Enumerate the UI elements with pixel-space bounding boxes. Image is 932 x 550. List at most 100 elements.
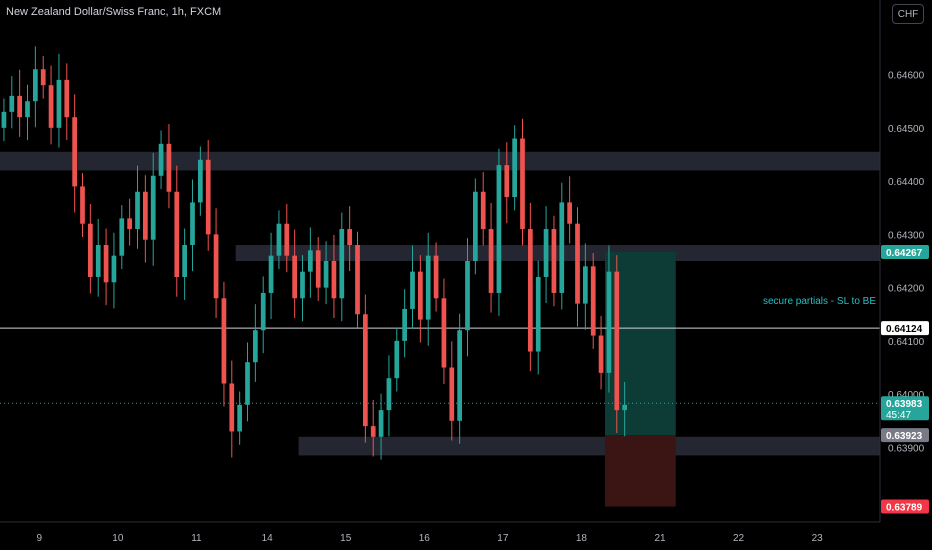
candle-38 [300, 271, 305, 299]
candle-22 [174, 191, 180, 277]
price-label-bg-3 [881, 428, 929, 443]
candle-71 [559, 202, 565, 293]
price-label-0: 0.64267 [886, 248, 923, 259]
candle-41 [323, 261, 329, 288]
candle-39 [308, 250, 313, 272]
candle-16 [127, 218, 132, 230]
y-tick-label: 0.64200 [888, 284, 925, 295]
price-label-4: 0.63789 [886, 503, 923, 514]
y-tick-label: 0.64600 [888, 71, 925, 82]
candle-74 [583, 266, 588, 304]
candle-60 [473, 191, 478, 261]
candle-35 [276, 223, 282, 256]
candle-36 [284, 223, 290, 256]
price-label-1: 0.64124 [886, 324, 923, 335]
candle-79 [622, 404, 627, 411]
x-tick-label: 16 [419, 533, 431, 544]
currency-selector[interactable]: CHF [892, 4, 924, 24]
sr-zone-2 [298, 436, 881, 456]
chart-title: New Zealand Dollar/Swiss Franc, 1h, FXCM [6, 6, 222, 18]
candle-15 [119, 218, 125, 256]
candle-37 [292, 255, 297, 299]
x-tick-label: 22 [733, 533, 745, 544]
y-tick-label: 0.64100 [888, 337, 925, 348]
candle-20 [158, 143, 164, 176]
candle-78 [614, 271, 620, 411]
candle-57 [449, 367, 455, 421]
candle-65 [512, 138, 517, 198]
price-label-bg-4 [881, 499, 929, 514]
y-tick-label: 0.64300 [888, 230, 925, 241]
candle-13 [103, 245, 109, 283]
candle-73 [575, 223, 580, 304]
candle-33 [260, 292, 266, 331]
candle-48 [378, 410, 384, 437]
candle-44 [347, 229, 352, 246]
candle-11 [88, 223, 93, 277]
x-tick-label: 17 [497, 533, 509, 544]
candle-5 [40, 69, 46, 86]
price-label-3: 0.63923 [886, 431, 923, 442]
price-label-bg-2 [881, 396, 929, 421]
candle-24 [190, 202, 195, 246]
candle-10 [80, 186, 85, 224]
y-tick-label: 0.64400 [888, 177, 925, 188]
candle-55 [433, 255, 439, 299]
candle-43 [339, 229, 345, 299]
candle-31 [245, 362, 250, 405]
y-tick-label: 0.64000 [888, 390, 925, 401]
candle-40 [315, 250, 321, 288]
candle-7 [56, 79, 62, 128]
candle-28 [221, 298, 227, 384]
x-tick-label: 10 [112, 533, 124, 544]
candle-26 [205, 159, 211, 235]
candle-32 [253, 330, 258, 363]
candle-59 [465, 261, 470, 331]
candle-67 [528, 229, 533, 352]
price-label-bg-1 [881, 321, 929, 336]
sr-zone-1 [235, 245, 880, 261]
candle-61 [480, 191, 486, 230]
candle-2 [17, 95, 22, 118]
candle-47 [370, 426, 376, 437]
candle-69 [543, 229, 549, 277]
candle-51 [402, 308, 407, 341]
candle-52 [410, 271, 415, 309]
x-tick-label: 11 [191, 533, 202, 544]
candle-72 [567, 202, 572, 224]
candle-34 [268, 255, 274, 293]
candle-64 [504, 165, 510, 198]
candle-1 [9, 95, 15, 112]
candle-53 [418, 271, 423, 320]
candle-42 [331, 261, 337, 299]
x-tick-label: 18 [576, 533, 588, 544]
candle-12 [95, 245, 101, 277]
candle-77 [606, 271, 612, 373]
candle-0 [1, 111, 7, 128]
candle-49 [386, 378, 392, 411]
candle-19 [150, 175, 156, 240]
candle-23 [182, 245, 187, 277]
candle-75 [590, 266, 596, 336]
countdown-label: 45:47 [886, 410, 911, 421]
candle-58 [457, 330, 462, 421]
candle-4 [33, 69, 38, 102]
candle-46 [363, 314, 368, 427]
price-label-2: 0.63983 [886, 399, 923, 410]
candle-8 [64, 79, 70, 118]
y-tick-label: 0.63900 [888, 443, 925, 454]
candle-14 [111, 255, 117, 283]
candle-21 [166, 143, 172, 192]
candle-50 [394, 340, 400, 379]
candle-27 [213, 234, 219, 299]
hline-annotation: secure partials - SL to BE [762, 296, 876, 307]
candle-66 [520, 138, 525, 230]
candle-29 [229, 383, 235, 432]
candle-9 [72, 117, 77, 187]
candle-68 [535, 276, 541, 352]
candle-18 [143, 191, 148, 240]
x-tick-label: 15 [340, 533, 352, 544]
x-tick-label: 9 [37, 533, 43, 544]
candle-30 [237, 404, 242, 432]
